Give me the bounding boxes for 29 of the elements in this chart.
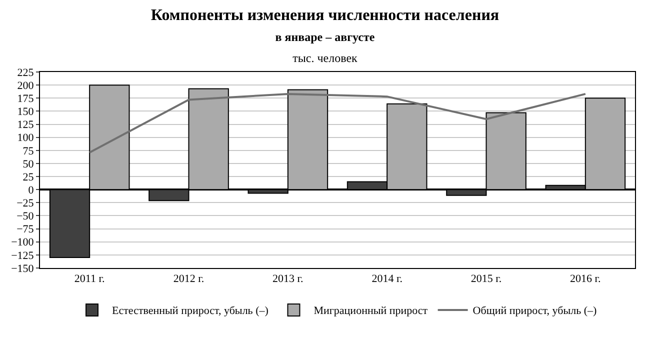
x-tick-label: 2014 г. [372,273,403,286]
y-tick-label: 225 [17,66,34,79]
y-tick-label: −125 [11,250,34,262]
x-tick-label: 2011 г. [74,273,106,286]
y-tick-label: 200 [17,80,34,92]
y-tick-label: 150 [17,106,34,118]
legend-label: Миграционный прирост [314,305,428,318]
x-tick-label: 2012 г. [173,273,204,286]
line-series [88,92,586,154]
y-tick-label: −150 [11,262,34,275]
y-tick-label: 0 [28,184,34,196]
legend-label: Естественный прирост, убыль (–) [112,305,269,318]
chart-subtitle: в январе – августе [275,30,376,44]
y-tick-label: 50 [22,158,34,170]
y-tick-label: −75 [16,224,34,236]
legend-label: Общий прирост, убыль (–) [472,305,598,318]
y-tick-label: 75 [22,145,34,158]
y-tick-label: 100 [17,132,34,144]
y-tick-label: −25 [16,198,34,210]
x-tick-label: 2016 г. [570,273,602,286]
chart-title: Компоненты изменения численности населения [150,7,500,24]
y-tick-label: −50 [16,210,34,223]
y-tick-label: 125 [17,119,34,132]
y-tick-label: 175 [17,92,34,105]
y-axis-title: тыс. человек [292,50,358,65]
x-tick-label: 2013 г. [272,273,304,286]
x-tick-label: 2015 г. [470,273,502,286]
y-tick-label: 25 [22,171,34,184]
y-tick-label: −100 [11,236,34,249]
